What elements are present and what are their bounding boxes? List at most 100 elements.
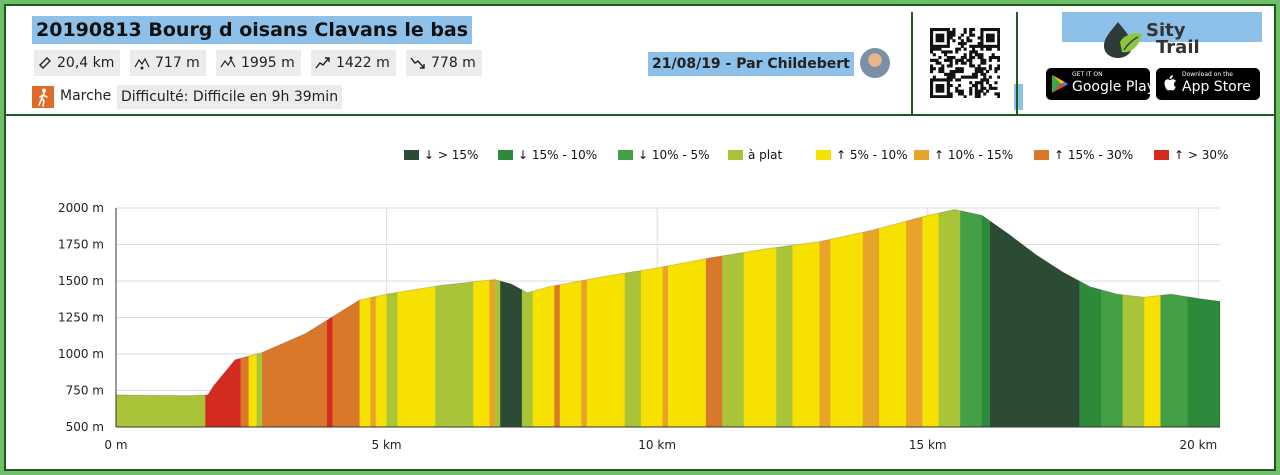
profile-segment — [1122, 209, 1145, 427]
legend-item: ↓ 10% - 5% — [618, 146, 710, 164]
profile-segment — [1079, 209, 1102, 427]
legend-label: ↑ > 30% — [1174, 148, 1229, 162]
x-tick-label: 20 km — [1179, 438, 1217, 452]
profile-segment — [776, 209, 793, 427]
trail-title: 20190813 Bourg d oisans Clavans le bas — [32, 16, 473, 44]
legend-label: ↑ 5% - 10% — [836, 148, 908, 162]
legend-label: ↓ 10% - 5% — [638, 148, 710, 162]
profile-segment — [830, 209, 864, 427]
header-divider — [911, 12, 913, 114]
max-altitude-stat: 1995 m — [216, 50, 301, 76]
y-tick-label: 750 m — [66, 384, 104, 398]
profile-segment — [494, 209, 501, 427]
qr-code-icon[interactable] — [930, 28, 1000, 98]
ascent-stat: 1422 m — [311, 50, 396, 76]
legend-label: ↑ 15% - 30% — [1054, 148, 1134, 162]
x-tick-label: 15 km — [909, 438, 947, 452]
descent-stat: 778 m — [406, 50, 482, 76]
brand-name-line2: Trail — [1156, 37, 1200, 58]
profile-segment — [981, 209, 991, 427]
google-play-icon — [1052, 75, 1068, 93]
brand-highlight — [1062, 12, 1262, 42]
profile-segment — [581, 209, 588, 427]
author-date-label: 21/08/19 - Par Childebert — [648, 52, 854, 76]
distance-stat: 20,4 km — [34, 50, 121, 76]
ascent-icon — [315, 57, 330, 69]
distance-value: 20,4 km — [57, 55, 115, 71]
profile-segment — [332, 209, 360, 427]
google-play-text: Google Play — [1072, 79, 1156, 95]
profile-segment — [397, 209, 436, 427]
legend-item: à plat — [728, 146, 782, 164]
profile-segment — [1100, 209, 1123, 427]
profile-segment — [722, 209, 745, 427]
x-tick-label: 10 km — [638, 438, 676, 452]
y-tick-label: 500 m — [66, 420, 104, 434]
profile-segment — [500, 209, 523, 427]
profile-segment — [375, 209, 387, 427]
profile-segment — [240, 209, 249, 427]
min-altitude-value: 717 m — [155, 55, 200, 71]
legend-label: ↑ 10% - 15% — [934, 148, 1014, 162]
google-play-small-text: GET IT ON — [1072, 71, 1103, 78]
legend-label: ↓ > 15% — [424, 148, 479, 162]
ruler-icon — [39, 57, 51, 69]
trail-header: 20190813 Bourg d oisans Clavans le bas 2… — [6, 6, 1274, 116]
legend-item: ↓ > 15% — [404, 146, 478, 164]
profile-segment — [435, 209, 474, 427]
x-tick-label: 0 m — [104, 438, 127, 452]
ascent-value: 1422 m — [336, 55, 390, 71]
highlight-mark — [1014, 84, 1023, 110]
legend-item: ↓ 15% - 10% — [498, 146, 597, 164]
profile-segment — [819, 209, 831, 427]
profile-segment — [879, 209, 907, 427]
profile-segment — [248, 209, 258, 427]
legend-item: ↑ > 30% — [1154, 146, 1228, 164]
app-store-small-text: Download on the — [1182, 71, 1233, 78]
profile-segment — [386, 209, 398, 427]
profile-segment — [668, 209, 707, 427]
app-store-text: App Store — [1182, 79, 1251, 95]
legend-swatch — [1154, 150, 1169, 160]
legend-item: ↑ 10% - 15% — [914, 146, 1013, 164]
legend-label: à plat — [748, 148, 783, 162]
profile-segment — [256, 209, 263, 427]
apple-icon — [1164, 75, 1176, 91]
profile-segments — [116, 209, 1220, 427]
profile-segment — [521, 209, 534, 427]
profile-segment — [262, 209, 328, 427]
legend-item: ↑ 15% - 30% — [1034, 146, 1133, 164]
profile-segment — [743, 209, 777, 427]
legend-swatch — [914, 150, 929, 160]
header-divider — [1016, 12, 1018, 114]
min-altitude-icon — [134, 57, 150, 70]
profile-segment — [116, 209, 206, 427]
descent-icon — [410, 57, 425, 69]
profile-segment — [922, 209, 939, 427]
google-play-badge[interactable]: GET IT ON Google Play — [1046, 68, 1155, 100]
profile-segment — [559, 209, 582, 427]
hiker-icon — [32, 86, 54, 108]
legend-swatch — [728, 150, 743, 160]
activity-label: Marche — [60, 88, 112, 104]
y-tick-label: 1250 m — [58, 311, 104, 325]
y-tick-label: 1750 m — [58, 238, 104, 252]
profile-segment — [554, 209, 561, 427]
max-altitude-icon — [220, 56, 236, 68]
chart-legend: ↓ > 15% ↓ 15% - 10% ↓ 10% - 5% à plat ↑ 5% -… — [6, 146, 1274, 166]
min-altitude-stat: 717 m — [130, 50, 206, 76]
profile-segment — [662, 209, 669, 427]
legend-swatch — [404, 150, 419, 160]
profile-segment — [862, 209, 880, 427]
y-tick-label: 2000 m — [58, 201, 104, 215]
profile-card: 20190813 Bourg d oisans Clavans le bas 2… — [4, 4, 1276, 471]
profile-outline — [115, 208, 1221, 428]
profile-segment — [327, 209, 333, 427]
brand-name-line1: Sity — [1146, 20, 1186, 41]
app-store-badge[interactable]: Download on the App Store — [1156, 68, 1260, 100]
descent-value: 778 m — [431, 55, 476, 71]
profile-segment — [1160, 209, 1188, 427]
profile-segment — [532, 209, 555, 427]
profile-segment — [792, 209, 820, 427]
legend-swatch — [618, 150, 633, 160]
